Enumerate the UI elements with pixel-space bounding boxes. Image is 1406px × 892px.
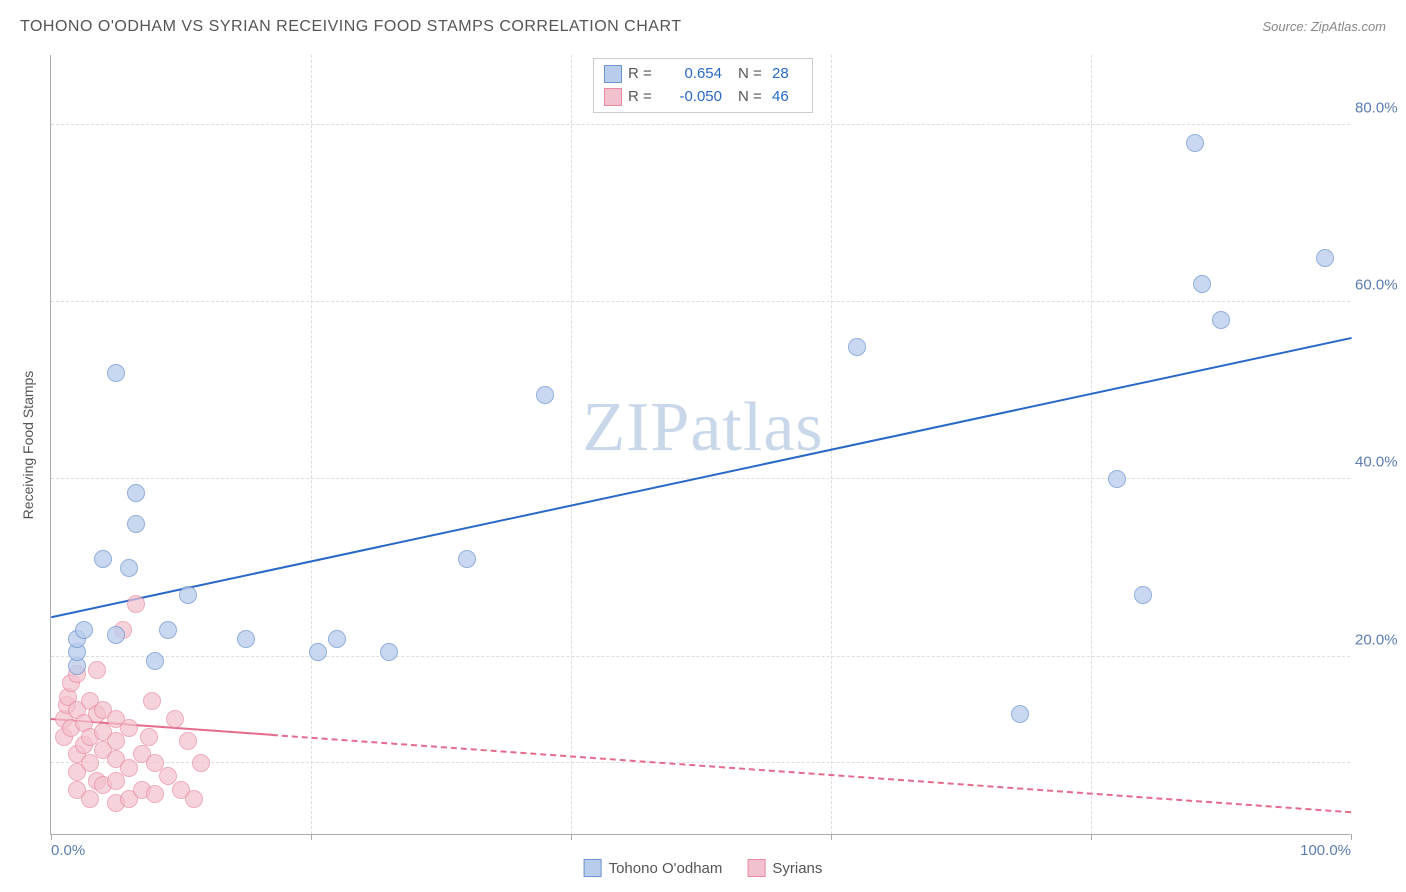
- data-point: [81, 790, 99, 808]
- data-point: [127, 515, 145, 533]
- correlation-legend: R = 0.654 N = 28 R = -0.050 N = 46: [593, 58, 813, 113]
- series-name: Syrians: [772, 860, 822, 877]
- data-point: [309, 643, 327, 661]
- y-tick-label: 40.0%: [1355, 454, 1406, 471]
- n-label: N =: [738, 86, 766, 109]
- data-point: [127, 595, 145, 613]
- data-point: [120, 759, 138, 777]
- data-point: [140, 728, 158, 746]
- series-legend-item: Tohono O'odham: [584, 859, 723, 877]
- data-point: [1212, 311, 1230, 329]
- legend-row: R = -0.050 N = 46: [604, 86, 802, 109]
- r-value: -0.050: [662, 86, 722, 109]
- data-point: [380, 643, 398, 661]
- data-point: [179, 732, 197, 750]
- data-point: [1134, 586, 1152, 604]
- n-value: 28: [772, 63, 802, 86]
- data-point: [1011, 705, 1029, 723]
- trend-line: [51, 337, 1351, 618]
- data-point: [848, 338, 866, 356]
- series-legend-item: Syrians: [747, 859, 822, 877]
- data-point: [75, 621, 93, 639]
- data-point: [185, 790, 203, 808]
- legend-swatch: [747, 859, 765, 877]
- data-point: [143, 692, 161, 710]
- data-point: [192, 754, 210, 772]
- r-value: 0.654: [662, 63, 722, 86]
- y-tick-label: 20.0%: [1355, 631, 1406, 648]
- series-legend: Tohono O'odham Syrians: [584, 859, 823, 877]
- data-point: [1193, 275, 1211, 293]
- data-point: [146, 652, 164, 670]
- legend-swatch: [584, 859, 602, 877]
- data-point: [107, 772, 125, 790]
- data-point: [81, 754, 99, 772]
- data-point: [120, 559, 138, 577]
- y-tick-label: 60.0%: [1355, 277, 1406, 294]
- r-label: R =: [628, 63, 656, 86]
- data-point: [120, 719, 138, 737]
- data-point: [107, 626, 125, 644]
- y-axis-label: Receiving Food Stamps: [20, 371, 36, 520]
- x-tick-label: 100.0%: [1300, 842, 1351, 859]
- legend-swatch: [604, 65, 622, 83]
- data-point: [458, 550, 476, 568]
- legend-swatch: [604, 88, 622, 106]
- series-name: Tohono O'odham: [609, 860, 723, 877]
- data-point: [1108, 470, 1126, 488]
- data-point: [107, 732, 125, 750]
- x-tick-label: 0.0%: [51, 842, 85, 859]
- data-point: [88, 661, 106, 679]
- data-point: [159, 621, 177, 639]
- data-point: [179, 586, 197, 604]
- data-point: [237, 630, 255, 648]
- legend-row: R = 0.654 N = 28: [604, 63, 802, 86]
- data-point: [166, 710, 184, 728]
- data-point: [328, 630, 346, 648]
- data-point: [146, 785, 164, 803]
- n-value: 46: [772, 86, 802, 109]
- data-point: [1186, 134, 1204, 152]
- data-point: [127, 484, 145, 502]
- data-point: [1316, 249, 1334, 267]
- y-tick-label: 80.0%: [1355, 99, 1406, 116]
- n-label: N =: [738, 63, 766, 86]
- source-attribution: Source: ZipAtlas.com: [1262, 19, 1386, 34]
- watermark: ZIPatlas: [582, 388, 823, 468]
- data-point: [94, 550, 112, 568]
- data-point: [107, 364, 125, 382]
- data-point: [536, 386, 554, 404]
- chart-title: TOHONO O'ODHAM VS SYRIAN RECEIVING FOOD …: [20, 18, 682, 36]
- trend-line: [272, 734, 1351, 813]
- r-label: R =: [628, 86, 656, 109]
